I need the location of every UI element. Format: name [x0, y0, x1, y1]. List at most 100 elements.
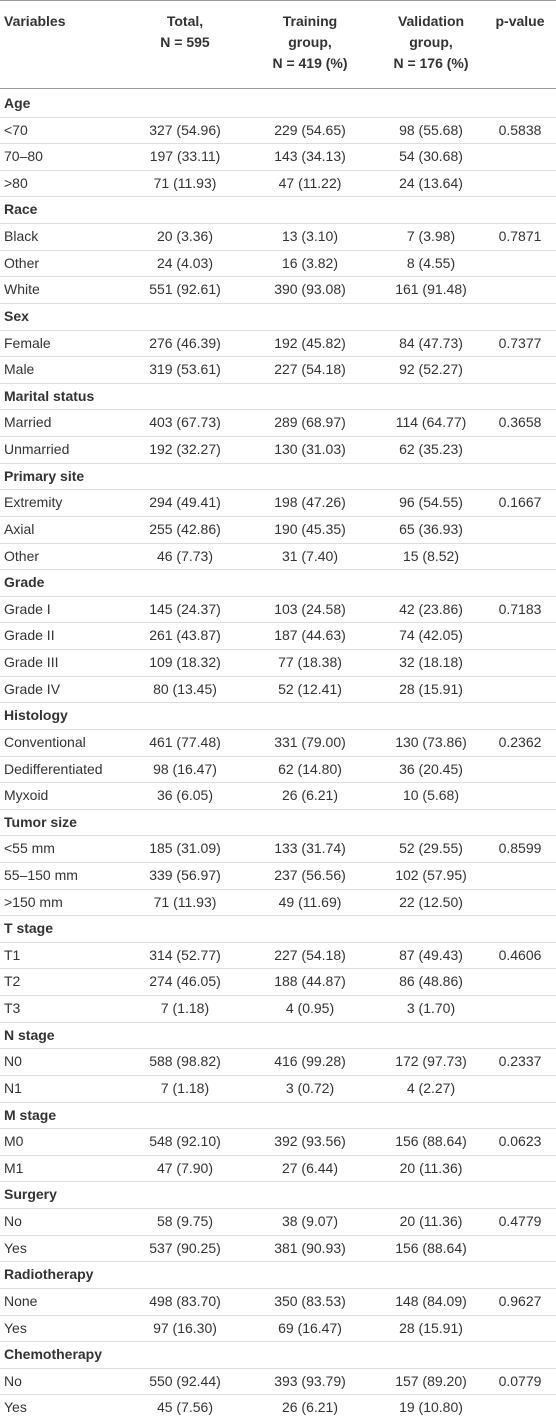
row-label: Other — [4, 254, 40, 271]
row-label: Yes — [4, 1399, 27, 1416]
row-label: >80 — [4, 174, 28, 191]
cell: 537 (90.25) — [149, 1239, 221, 1256]
row-label: Male — [4, 361, 35, 378]
row-rule — [0, 1128, 556, 1130]
row-rule — [0, 1154, 556, 1156]
cell: 185 (31.09) — [149, 840, 221, 857]
cell: 24 (4.03) — [156, 254, 214, 271]
row-rule — [0, 1181, 556, 1183]
cell: 403 (67.73) — [149, 414, 221, 431]
row-label: Yes — [4, 1239, 27, 1256]
row-rule — [0, 888, 556, 890]
row-label: N1 — [4, 1079, 22, 1096]
row-rule — [0, 249, 556, 251]
cell: 130 (73.86) — [395, 733, 467, 750]
row-label: Black — [4, 228, 39, 245]
row-label: Extremity — [4, 494, 63, 511]
cell: 27 (6.44) — [281, 1159, 339, 1176]
cell: 0.7183 — [498, 600, 542, 617]
cell: 255 (42.86) — [149, 520, 221, 537]
group-label: T stage — [4, 920, 54, 937]
row-rule — [0, 515, 556, 517]
row-rule — [0, 1287, 556, 1289]
row-label: Female — [4, 334, 51, 351]
group-label: M stage — [4, 1106, 57, 1123]
cell: 331 (79.00) — [274, 733, 346, 750]
cell: 190 (45.35) — [274, 520, 346, 537]
cell: 327 (54.96) — [149, 121, 221, 138]
cell: 24 (13.64) — [399, 174, 463, 191]
row-rule — [0, 462, 556, 464]
cell: 22 (12.50) — [399, 893, 463, 910]
cell: 10 (5.68) — [402, 787, 460, 804]
cell: 74 (42.05) — [399, 627, 463, 644]
cell: 98 (55.68) — [399, 121, 463, 138]
row-label: Grade II — [4, 627, 55, 644]
cell: 3 (1.70) — [406, 1000, 456, 1017]
row-rule — [0, 835, 556, 837]
group-label: Marital status — [4, 387, 95, 404]
header-cell: group, — [409, 34, 453, 50]
cell: 32 (18.18) — [399, 654, 463, 671]
cell: 227 (54.18) — [274, 361, 346, 378]
row-label: Grade III — [4, 654, 59, 671]
cell: 77 (18.38) — [278, 654, 342, 671]
row-rule — [0, 489, 556, 491]
row-rule — [0, 649, 556, 651]
row-rule — [0, 595, 556, 597]
row-rule — [0, 382, 556, 384]
cell: 87 (49.43) — [399, 946, 463, 963]
cell: 19 (10.80) — [399, 1399, 463, 1416]
cell: 3 (0.72) — [285, 1079, 335, 1096]
row-rule — [0, 1314, 556, 1316]
header-cell: Variables — [4, 13, 66, 29]
group-label: Tumor size — [4, 813, 77, 830]
cell: 114 (64.77) — [395, 414, 467, 431]
row-rule — [0, 169, 556, 171]
cell: 42 (23.86) — [399, 600, 463, 617]
row-label: M1 — [4, 1159, 24, 1176]
row-label: Grade I — [4, 600, 51, 617]
group-label: Chemotherapy — [4, 1346, 103, 1363]
row-rule — [0, 1367, 556, 1369]
cell: 0.7377 — [498, 334, 542, 351]
cell: 71 (11.93) — [153, 893, 217, 910]
row-rule — [0, 409, 556, 411]
cell: 157 (89.20) — [395, 1372, 467, 1389]
cell: 274 (46.05) — [149, 973, 221, 990]
row-label: No — [4, 1372, 22, 1389]
cell: 62 (35.23) — [399, 441, 463, 458]
cell: 161 (91.48) — [395, 281, 467, 298]
row-label: Dedifferentiated — [4, 760, 103, 777]
row-rule — [0, 755, 556, 757]
cell: 45 (7.56) — [156, 1399, 214, 1416]
cell: 319 (53.61) — [149, 361, 221, 378]
cell: 393 (93.79) — [274, 1372, 346, 1389]
cell: 314 (52.77) — [149, 946, 221, 963]
cell: 143 (34.13) — [274, 148, 346, 165]
row-label: None — [4, 1292, 38, 1309]
cell: 289 (68.97) — [274, 414, 346, 431]
row-rule — [0, 1101, 556, 1103]
cell: 36 (20.45) — [399, 760, 463, 777]
cell: 0.5838 — [498, 121, 542, 138]
group-label: Histology — [4, 707, 68, 724]
cell: 86 (48.86) — [399, 973, 463, 990]
cell: 130 (31.03) — [274, 441, 346, 458]
cell: 197 (33.11) — [149, 148, 221, 165]
cell: 20 (11.36) — [399, 1159, 463, 1176]
cell: 38 (9.07) — [281, 1213, 339, 1230]
cell: 548 (92.10) — [149, 1133, 221, 1150]
row-label: N0 — [4, 1053, 22, 1070]
cell: 416 (99.28) — [274, 1053, 346, 1070]
header-cell: p-value — [495, 13, 545, 29]
cell: 0.9627 — [498, 1292, 542, 1309]
cell: 16 (3.82) — [281, 254, 339, 271]
cell: 20 (11.36) — [399, 1213, 463, 1230]
cell: 20 (3.36) — [156, 228, 214, 245]
cell: 392 (93.56) — [274, 1133, 346, 1150]
row-rule — [0, 808, 556, 810]
cell: 390 (93.08) — [274, 281, 346, 298]
group-label: Primary site — [4, 467, 85, 484]
cell: 156 (88.64) — [395, 1133, 467, 1150]
